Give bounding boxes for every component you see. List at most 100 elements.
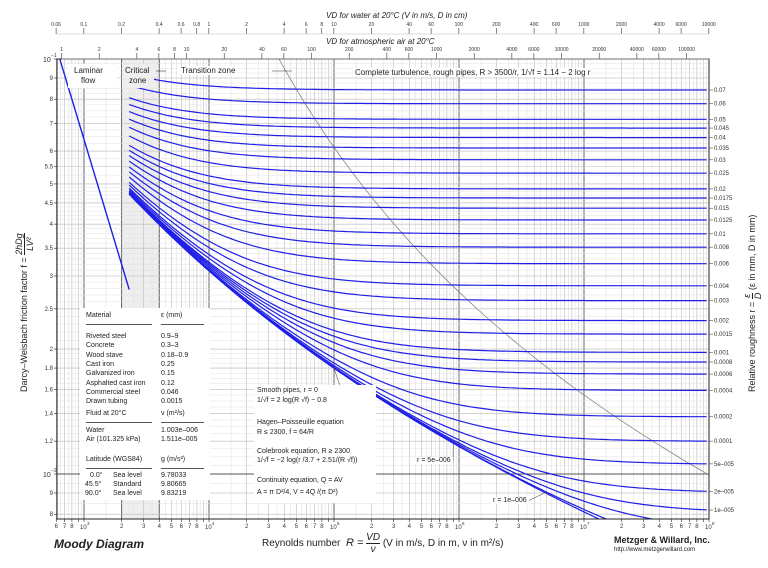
x-tick-label: 3: [517, 524, 521, 530]
roughness-curve: [128, 144, 707, 190]
air-axis-tick-label: 60: [281, 47, 287, 53]
gravity-header: g (m/s²): [161, 456, 186, 463]
x-tick-label: 10: [580, 525, 587, 531]
roughness-label: 0.0006: [714, 372, 733, 378]
material-name: Commercial steel: [86, 388, 141, 396]
water-axis-tick-label: 0.8: [193, 22, 200, 28]
air-axis-tick-label: 400: [383, 47, 392, 53]
water-axis-tick-label: 8: [320, 22, 323, 28]
air-axis-tick-label: 600: [405, 47, 414, 53]
x-tick-label: 3: [392, 524, 396, 530]
roughness-curve: [129, 103, 707, 129]
y-tick-label: 9: [50, 491, 54, 497]
roughness-curve: [128, 192, 707, 418]
roughness-curve: [128, 191, 707, 375]
top-axis-air-title: VD for atmospheric air at 20°C: [326, 37, 435, 46]
x-tick-label: 6: [680, 524, 684, 530]
x-axis-title-den: ν: [370, 544, 376, 555]
x-tick-label: 8: [695, 524, 699, 530]
roughness-curve: [128, 193, 656, 519]
water-axis-tick-label: 0.1: [80, 22, 87, 28]
air-axis-tick-label: 40: [259, 47, 265, 53]
water-axis-tick-label: 0.2: [118, 22, 125, 28]
roughness-label: 0.004: [714, 284, 730, 290]
x-tick-label: 8: [70, 524, 74, 530]
nu-header: ν (m²/s): [161, 410, 185, 417]
material-roughness: 0.046: [161, 388, 179, 396]
hagen-equation: R ≤ 2300, f = 64/R: [257, 429, 314, 436]
y-tick-label: 8: [50, 512, 54, 518]
x-tick-label: 7: [188, 524, 192, 530]
y-tick-label: 1.6: [45, 387, 54, 393]
water-axis-tick-label: 2000: [616, 22, 627, 28]
roughness-label: 0.01: [714, 232, 726, 238]
roughness-label: 0.015: [714, 206, 730, 212]
roughness-curve: [128, 191, 707, 363]
colebrook-title: Colebrook equation, R ≥ 2300: [257, 448, 350, 455]
roughness-label: 0.003: [714, 299, 730, 305]
air-axis-tick-label: 8: [173, 47, 176, 53]
material-header: Material: [86, 312, 111, 319]
roughness-curve: [128, 190, 707, 353]
gravity-value: 9.83219: [161, 490, 187, 497]
x-tick-exponent: 7: [587, 521, 590, 526]
y-tick-label: 1.4: [45, 411, 54, 417]
water-axis-tick-label: 600: [552, 22, 561, 28]
y2-axis-title-suffix: (ε in mm, D in mm): [746, 214, 757, 291]
roughness-label: 0.0125: [714, 218, 733, 224]
roughness-curve: [129, 73, 707, 91]
roughness-label: 0.0001: [714, 439, 733, 445]
roughness-curve: [128, 193, 601, 519]
roughness-label: 0.025: [714, 171, 730, 177]
x-tick-exponent: 4: [212, 521, 215, 526]
laminar-label: Laminar: [74, 66, 103, 75]
water-axis-tick-label: 10: [331, 22, 337, 28]
x-tick-label: 3: [267, 524, 271, 530]
x-tick-label: 8: [570, 524, 574, 530]
water-axis-tick-label: 2: [245, 22, 248, 28]
roughness-label: 0.006: [714, 262, 730, 268]
y-tick-label: 3: [50, 274, 54, 280]
x-tick-label: 7: [688, 524, 692, 530]
x-tick-label: 10: [80, 525, 87, 531]
fluid-nu: 1.511e–005: [161, 436, 198, 443]
roughness-curve: [128, 189, 707, 335]
material-roughness: 0.9–9: [161, 333, 179, 340]
roughness-label: 0.0008: [714, 360, 733, 366]
x-tick-label: 3: [642, 524, 646, 530]
material-name: Riveted steel: [86, 333, 127, 340]
air-axis-tick-label: 10: [184, 47, 190, 53]
x-axis-title: Reynolds number R = VD ν (V in m/s, D in…: [262, 532, 503, 555]
roughness-curve: [128, 192, 707, 391]
water-axis-tick-label: 1000: [578, 22, 589, 28]
roughness-label: 1e–005: [714, 508, 735, 514]
air-axis-tick-label: 60000: [652, 47, 666, 53]
roughness-curve: [129, 97, 707, 120]
y-tick-label: 5: [50, 182, 54, 188]
water-axis-tick-label: 0.06: [51, 22, 61, 28]
material-name: Drawn tubing: [86, 398, 128, 406]
x-tick-exponent: 3: [87, 521, 90, 526]
roughness-label: 0.001: [714, 350, 730, 356]
material-roughness: 0.15: [161, 370, 175, 378]
x-tick-label: 8: [195, 524, 199, 530]
y2-axis-title-den: D: [753, 292, 763, 300]
roughness-label: 0.03: [714, 158, 726, 164]
x-tick-label: 6: [55, 524, 59, 530]
x-tick-exponent: 8: [712, 521, 715, 526]
roughness-curve: [128, 135, 707, 174]
material-roughness: 0.12: [161, 379, 175, 387]
air-axis-tick-label: 10000: [555, 47, 569, 53]
y-tick-label: 7: [50, 121, 54, 127]
fluid-nu: 1.003e–006: [161, 427, 198, 434]
x-tick-label: 7: [438, 524, 442, 530]
roughness-label: 0.0004: [714, 388, 733, 394]
critical-label-box: Critical zone: [122, 64, 154, 88]
air-axis-tick-label: 100: [307, 47, 316, 53]
x-tick-label: 7: [313, 524, 317, 530]
curve-label-leader: [527, 491, 547, 502]
smooth-title: Smooth pipes, r = 0: [257, 387, 318, 394]
y2-axis-title-text: Relative roughness r =: [746, 301, 757, 392]
x-tick-exponent: 5: [337, 521, 340, 526]
publisher-name: Metzger & Willard, Inc.: [614, 535, 710, 545]
